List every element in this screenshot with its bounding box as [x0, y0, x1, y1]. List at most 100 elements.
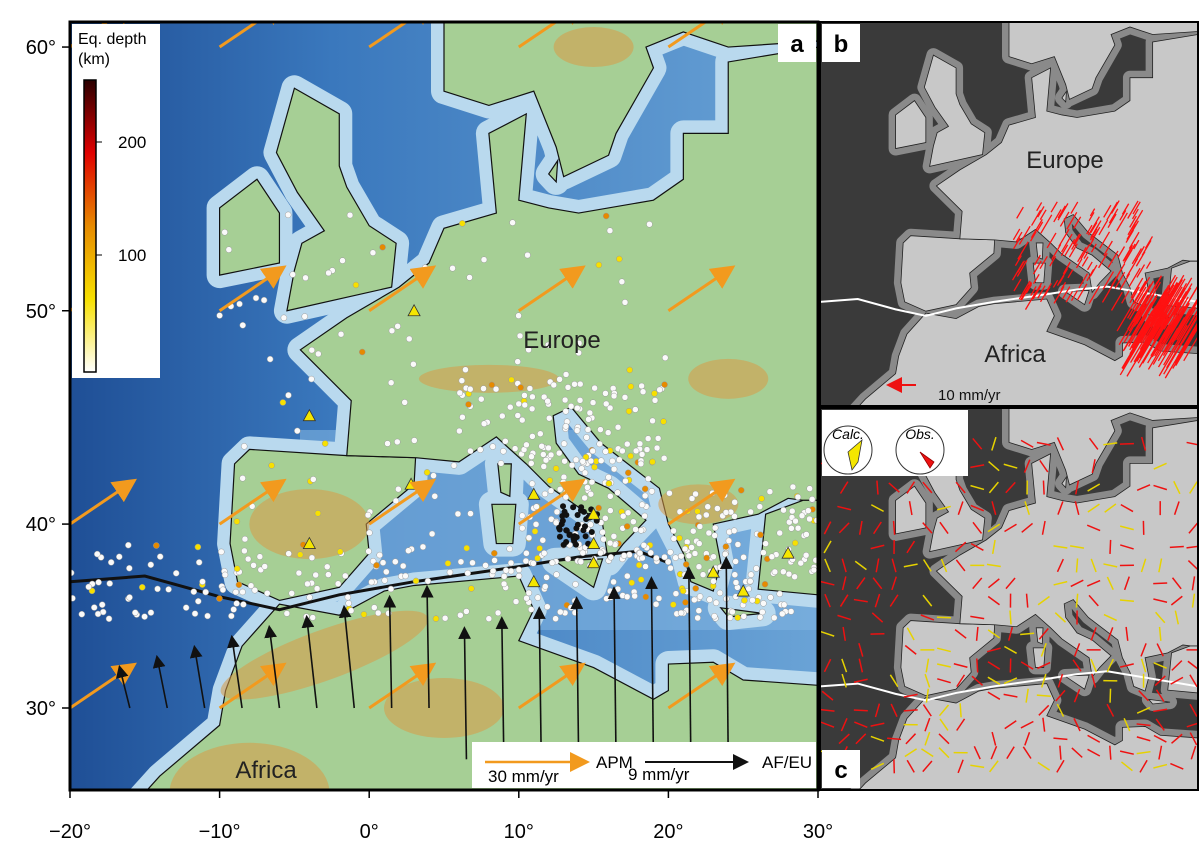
gps-vector	[1110, 200, 1120, 214]
af-eu-arrow	[338, 604, 356, 709]
y-tick-label: 30°	[26, 698, 56, 720]
fast-axis	[924, 717, 931, 732]
earthquake	[572, 456, 580, 464]
earthquake	[126, 564, 133, 572]
earthquake	[562, 408, 570, 415]
panel-label-box	[822, 750, 860, 788]
fast-axis	[1055, 689, 1066, 702]
fast-axis	[1054, 612, 1067, 623]
earthquake	[610, 465, 618, 473]
fast-axis	[890, 703, 898, 718]
earthquake	[346, 211, 354, 219]
gps-vector	[1110, 291, 1123, 311]
earthquake	[387, 585, 395, 593]
fast-axis	[1004, 720, 1017, 730]
fast-axis	[1155, 689, 1165, 703]
fast-axis	[1153, 763, 1168, 769]
earthquake	[528, 453, 535, 460]
gps-vector	[1053, 286, 1065, 304]
earthquake	[546, 477, 554, 484]
fast-axis	[1056, 703, 1065, 717]
earthquake	[649, 417, 656, 425]
earthquake	[139, 584, 146, 591]
legend-label: 9 mm/yr	[628, 765, 690, 784]
earthquake	[644, 435, 652, 442]
earthquake	[508, 376, 515, 384]
gps-vector	[1171, 297, 1198, 343]
earthquake	[695, 513, 703, 521]
fast-axis	[1038, 704, 1050, 716]
landmass	[858, 298, 1198, 406]
earthquake	[810, 566, 818, 574]
gps-vector	[1016, 206, 1024, 219]
earthquake	[553, 571, 560, 578]
fast-axis	[1136, 750, 1151, 755]
fast-axis	[903, 693, 918, 698]
earthquake	[325, 269, 332, 277]
gps-vector	[1057, 205, 1066, 219]
earthquake	[683, 538, 691, 546]
earthquake	[791, 573, 798, 581]
gps-vector	[1086, 261, 1093, 271]
x-tick-label: 30°	[803, 821, 833, 843]
earthquake	[576, 397, 584, 404]
earthquake	[301, 313, 308, 320]
fast-axis	[1120, 503, 1134, 513]
region-label: Europe	[523, 327, 600, 354]
earthquake	[758, 495, 765, 502]
earthquake	[619, 512, 627, 520]
earthquake	[412, 577, 420, 585]
fast-axis	[906, 627, 915, 641]
fast-axis	[938, 733, 950, 745]
earthquake	[640, 542, 648, 549]
apm-arrow	[517, 478, 586, 526]
earthquake	[649, 458, 656, 466]
fast-axis	[853, 678, 868, 683]
fast-axis	[925, 658, 930, 673]
earthquake	[165, 586, 172, 593]
gps-vector	[1067, 269, 1074, 279]
gps-vector	[1123, 303, 1148, 343]
earthquake	[534, 554, 541, 562]
legend-label: APM	[596, 753, 633, 772]
earthquake	[666, 489, 673, 497]
earthquake	[722, 509, 730, 516]
earthquake	[509, 219, 516, 226]
earthquake	[525, 346, 532, 354]
fast-axis	[823, 521, 832, 535]
earthquake	[677, 552, 685, 560]
earthquake	[692, 490, 699, 498]
earthquake	[561, 396, 569, 404]
fast-axis	[1153, 662, 1167, 669]
gps-vector	[1114, 271, 1126, 289]
fast-axis	[936, 663, 951, 668]
fast-axis	[1123, 576, 1130, 591]
earthquake	[526, 385, 534, 392]
earthquake	[540, 393, 548, 401]
gps-vector	[1015, 231, 1023, 242]
earthquake	[410, 360, 417, 368]
fast-axis	[1119, 525, 1134, 531]
earthquake	[791, 539, 799, 547]
fast-axis	[872, 577, 883, 590]
panel-label-box	[778, 24, 816, 62]
earthquake	[797, 559, 805, 567]
af-eu-arrow	[458, 626, 471, 760]
gps-vector	[1132, 201, 1141, 215]
fast-axis	[1153, 708, 1168, 713]
fast-axis	[970, 464, 985, 469]
fast-axis	[1057, 501, 1064, 515]
gps-vector	[1070, 290, 1079, 302]
gps-vector	[1116, 212, 1128, 232]
fast-axis	[1107, 627, 1114, 641]
earthquake	[514, 412, 522, 419]
af-eu-arrow	[420, 584, 434, 709]
earthquake	[477, 446, 484, 453]
earthquake	[463, 608, 470, 615]
gps-vector	[1053, 209, 1062, 223]
earthquake	[794, 524, 802, 532]
earthquake	[547, 487, 555, 495]
rose	[847, 438, 863, 471]
earthquake	[480, 420, 488, 427]
